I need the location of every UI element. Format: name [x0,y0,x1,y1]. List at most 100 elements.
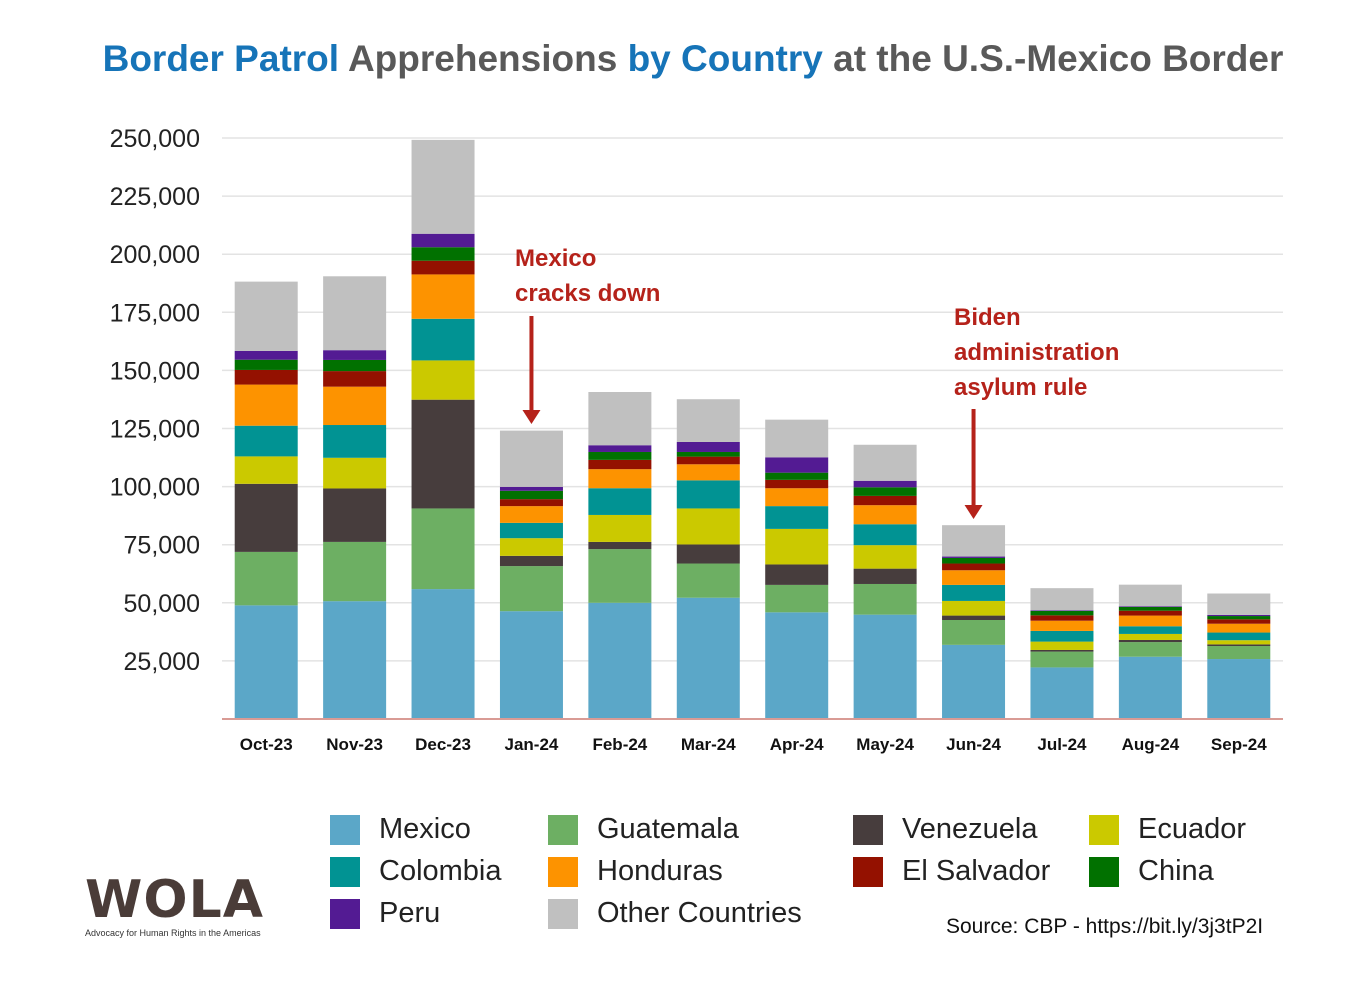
y-tick-label: 25,000 [124,648,200,676]
bar-segment-peru [411,233,475,248]
bar-segment-colombia [765,506,829,529]
bar-segment-venezuela [853,568,917,584]
bar-segment-other-countries [499,430,563,487]
bar-segment-mexico [234,605,298,719]
bar-segment-other-countries [411,139,475,234]
bar-segment-ecuador [588,514,652,542]
bar-segment-china [411,247,475,261]
bar-segment-honduras [499,506,563,523]
bar-segment-el-salvador [853,495,917,506]
bar-segment-china [499,490,563,500]
bar-segment-guatemala [411,508,475,590]
bar-segment-el-salvador [1118,610,1182,616]
x-tick-label: Apr-24 [770,735,824,754]
bar-segment-colombia [411,318,475,361]
bar-segment-venezuela [234,483,298,552]
bar-segment-honduras [1207,623,1271,633]
annotation-line: asylum rule [954,374,1088,401]
legend-item: Mexico [330,813,471,846]
legend-label: Colombia [379,855,502,887]
bar-segment-guatemala [1207,646,1271,660]
bar-segment-other-countries [1030,588,1094,611]
bar-segment-peru [1207,614,1271,617]
bar-segment-colombia [1118,626,1182,634]
bar-segment-guatemala [323,541,387,602]
bar-segment-venezuela [411,399,475,509]
bar-segment-guatemala [942,619,1006,645]
legend-swatch [853,856,883,887]
bar-segment-honduras [853,505,917,525]
y-tick-label: 175,000 [110,299,200,327]
legend-label: Honduras [597,855,723,887]
bar-segment-honduras [411,274,475,319]
bar-segment-venezuela [323,488,387,542]
y-tick-label: 100,000 [110,474,200,502]
bar-segment-honduras [765,488,829,507]
y-tick-label: 200,000 [110,241,200,269]
bar-segment-other-countries [1207,593,1271,615]
bar-segment-venezuela [499,555,563,567]
y-tick-label: 150,000 [110,357,200,385]
bar-segment-other-countries [853,444,917,481]
x-tick-label: Feb-24 [592,735,647,754]
bar-segment-guatemala [765,584,829,613]
x-tick-label: Mar-24 [681,735,736,754]
legend-label: El Salvador [902,855,1051,887]
legend-swatch [1089,856,1119,887]
legend-swatch [548,898,578,929]
bar-segment-mexico [1207,659,1271,719]
annotation-line: cracks down [515,280,661,307]
y-tick-label: 50,000 [124,590,200,618]
bar-segment-colombia [323,425,387,458]
bar-segment-mexico [765,612,829,719]
x-tick-label: Dec-23 [415,735,471,754]
x-tick-label: Sep-24 [1211,735,1267,754]
bar-segment-honduras [942,570,1006,585]
bar-segment-el-salvador [676,456,740,465]
x-tick-label: Jun-24 [946,735,1001,754]
legend-swatch [330,856,360,887]
bar-segment-ecuador [323,457,387,489]
bar-segment-mexico [323,601,387,719]
bar-segment-china [942,557,1006,564]
bar-segment-other-countries [323,276,387,351]
bar-segment-other-countries [942,525,1006,557]
bar-segment-colombia [853,524,917,546]
bar-segment-guatemala [499,566,563,612]
bar-segment-ecuador [1118,633,1182,640]
bar-segment-venezuela [1030,649,1094,652]
bar-segment-china [588,451,652,460]
x-tick-label: Aug-24 [1122,735,1180,754]
bar-segment-ecuador [411,360,475,400]
legend-item: Ecuador [1089,813,1246,846]
annotation-line: Mexico [515,245,597,272]
x-tick-label: May-24 [856,735,914,754]
bar-segment-venezuela [676,544,740,564]
bar-segment-colombia [499,522,563,539]
bar-segment-ecuador [853,545,917,569]
bar-segment-other-countries [676,399,740,442]
bar-segment-colombia [942,584,1006,601]
bar-segment-china [1030,610,1094,616]
bar-segment-el-salvador [411,260,475,275]
bar-segment-peru [499,486,563,491]
bar-segment-honduras [588,469,652,489]
bar-segment-china [853,487,917,496]
bar-segment-peru [853,480,917,488]
bar-segment-peru [942,556,1006,558]
bar-segment-ecuador [942,600,1006,616]
bar-segment-peru [588,445,652,452]
bar-segment-ecuador [1030,641,1094,650]
bar-segment-peru [1118,606,1182,607]
bar-segment-other-countries [765,419,829,458]
bar-segment-honduras [676,464,740,481]
bar-segment-other-countries [234,281,298,351]
y-tick-label: 225,000 [110,183,200,211]
bar-segment-peru [1030,610,1094,611]
bar-segment-china [234,359,298,370]
bar-segment-china [323,359,387,372]
bar-segment-mexico [588,602,652,719]
bar-segment-venezuela [588,541,652,550]
x-tick-label: Jan-24 [505,735,559,754]
